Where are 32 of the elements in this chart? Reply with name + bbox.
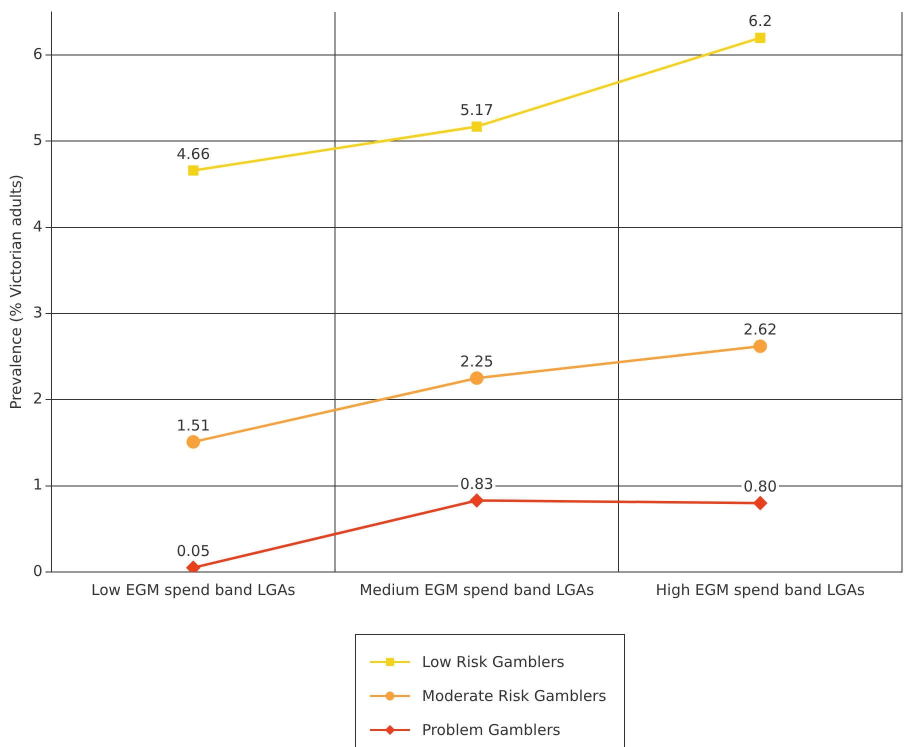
y-tick-label: 6 xyxy=(32,44,43,63)
data-label: 1.51 xyxy=(176,416,210,434)
point xyxy=(754,340,768,354)
point xyxy=(470,494,484,508)
point xyxy=(470,371,484,385)
data-label: 2.62 xyxy=(744,320,777,339)
legend-label: Problem Gamblers xyxy=(422,721,560,739)
legend-label: Moderate Risk Gamblers xyxy=(422,687,606,705)
x-tick-label: Low EGM spend band LGAs xyxy=(91,580,296,599)
y-tick-label: 4 xyxy=(32,217,43,236)
x-tick-label: Medium EGM spend band LGAs xyxy=(360,580,594,599)
point xyxy=(755,32,766,43)
legend-label: Low Risk Gamblers xyxy=(422,653,564,671)
y-tick-label: 0 xyxy=(32,562,43,580)
y-tick-label: 1 xyxy=(32,476,43,494)
data-label: 4.66 xyxy=(176,144,210,163)
data-label: 0.05 xyxy=(176,542,210,560)
point xyxy=(188,165,198,176)
data-label: 0.80 xyxy=(744,477,777,496)
point xyxy=(186,560,200,572)
point xyxy=(754,496,768,510)
data-label: 6.2 xyxy=(748,12,772,30)
data-label: 5.17 xyxy=(460,100,494,119)
point xyxy=(186,435,200,449)
point xyxy=(472,121,482,132)
data-label: 0.83 xyxy=(460,474,494,493)
y-tick-label: 5 xyxy=(32,131,43,150)
y-tick-label: 2 xyxy=(32,390,43,408)
x-tick-label: High EGM spend band LGAs xyxy=(656,580,865,599)
data-label: 2.25 xyxy=(460,352,494,371)
y-tick-label: 3 xyxy=(32,303,43,322)
y-axis-title: Prevalence (% Victorian adults) xyxy=(6,174,25,410)
